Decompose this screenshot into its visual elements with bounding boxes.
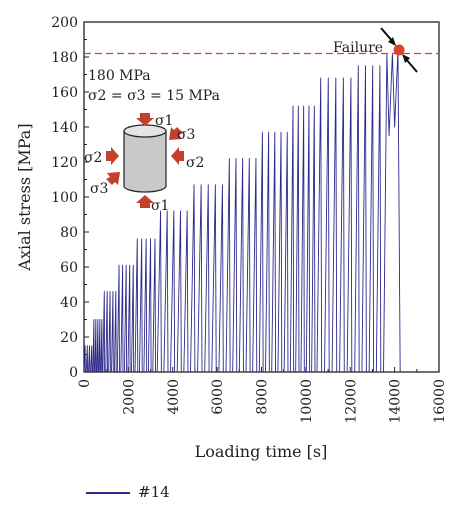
y-axis-label: Axial stress [MPa] xyxy=(15,123,34,271)
sigma3-arrow-upper-right xyxy=(169,127,183,140)
x-tick-label: 8000 xyxy=(255,379,271,415)
y-tick-label: 160 xyxy=(51,85,78,101)
y-tick-label: 200 xyxy=(51,15,78,31)
x-tick-label: 10000 xyxy=(299,379,315,424)
x-tick-label: 14000 xyxy=(388,379,404,424)
sigma1-arrow-top xyxy=(136,113,154,126)
y-tick-label: 120 xyxy=(51,155,78,171)
failure-arrow-head-lower xyxy=(402,54,411,63)
x-tick-label: 0 xyxy=(77,379,93,388)
legend-swatch-14 xyxy=(86,492,130,494)
sigma2-arrow-right xyxy=(171,147,184,165)
sigma1-label-top: σ1 xyxy=(155,113,173,129)
x-axis-ticks: 0 2000 4000 6000 8000 10000 12000 14000 16000 xyxy=(77,367,448,424)
peak-stress-note: 180 MPa xyxy=(88,68,151,84)
sigma1-label-bottom: σ1 xyxy=(151,198,169,214)
y-tick-label: 0 xyxy=(69,365,78,381)
y-tick-label: 180 xyxy=(51,50,78,66)
failure-label: Failure xyxy=(333,40,383,56)
sigma2-label-right: σ2 xyxy=(186,155,204,171)
x-axis-label: Loading time [s] xyxy=(195,442,328,461)
x-tick-label: 6000 xyxy=(210,379,226,415)
y-tick-label: 40 xyxy=(60,295,78,311)
y-tick-label: 100 xyxy=(51,190,78,206)
specimen-cylinder-body xyxy=(123,131,167,193)
legend-label-14: #14 xyxy=(138,483,170,501)
y-tick-label: 80 xyxy=(60,225,78,241)
y-tick-label: 140 xyxy=(51,120,78,136)
sigma2-label-left: σ2 xyxy=(84,150,102,166)
x-tick-label: 16000 xyxy=(432,379,448,424)
sigma3-label-right: σ3 xyxy=(177,127,195,143)
x-tick-label: 2000 xyxy=(121,379,137,415)
sigma1-arrow-bottom xyxy=(136,195,154,208)
sigma3-label-left: σ3 xyxy=(90,181,108,197)
confining-pressure-note: σ2 = σ3 = 15 MPa xyxy=(88,88,220,104)
sigma3-arrow-lower-left xyxy=(106,172,120,185)
y-axis-ticks: 0 20 40 60 80 100 120 140 160 180 200 xyxy=(51,15,89,381)
x-tick-label: 12000 xyxy=(343,379,359,424)
y-tick-label: 60 xyxy=(60,260,78,276)
y-tick-label: 20 xyxy=(60,330,78,346)
sigma2-arrow-left xyxy=(106,147,119,165)
x-tick-label: 4000 xyxy=(166,379,182,415)
failure-point xyxy=(393,44,405,56)
failure-arrow-head-upper xyxy=(388,37,397,46)
specimen-diagram: σ1 σ3 σ2 σ2 σ3 σ1 xyxy=(84,113,204,214)
